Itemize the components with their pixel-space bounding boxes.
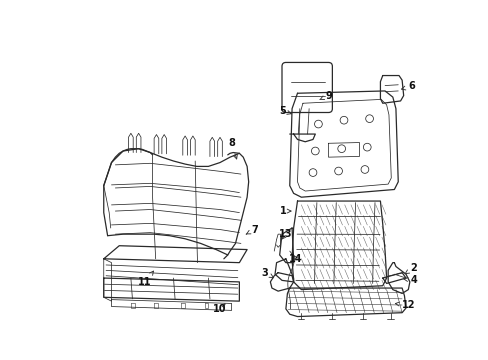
Text: 7: 7 bbox=[245, 225, 258, 235]
FancyBboxPatch shape bbox=[282, 62, 332, 112]
Text: 13: 13 bbox=[279, 229, 292, 239]
Text: 4: 4 bbox=[403, 275, 416, 285]
Text: 12: 12 bbox=[394, 300, 414, 310]
Text: 1: 1 bbox=[280, 206, 290, 216]
Text: 11: 11 bbox=[138, 271, 153, 287]
Text: 8: 8 bbox=[228, 138, 237, 159]
Text: 10: 10 bbox=[213, 304, 226, 314]
Text: 6: 6 bbox=[401, 81, 414, 91]
Text: 14: 14 bbox=[288, 254, 302, 264]
Text: 3: 3 bbox=[261, 267, 273, 278]
Text: 5: 5 bbox=[279, 106, 291, 116]
Text: 9: 9 bbox=[319, 91, 331, 100]
Text: 2: 2 bbox=[404, 263, 416, 274]
